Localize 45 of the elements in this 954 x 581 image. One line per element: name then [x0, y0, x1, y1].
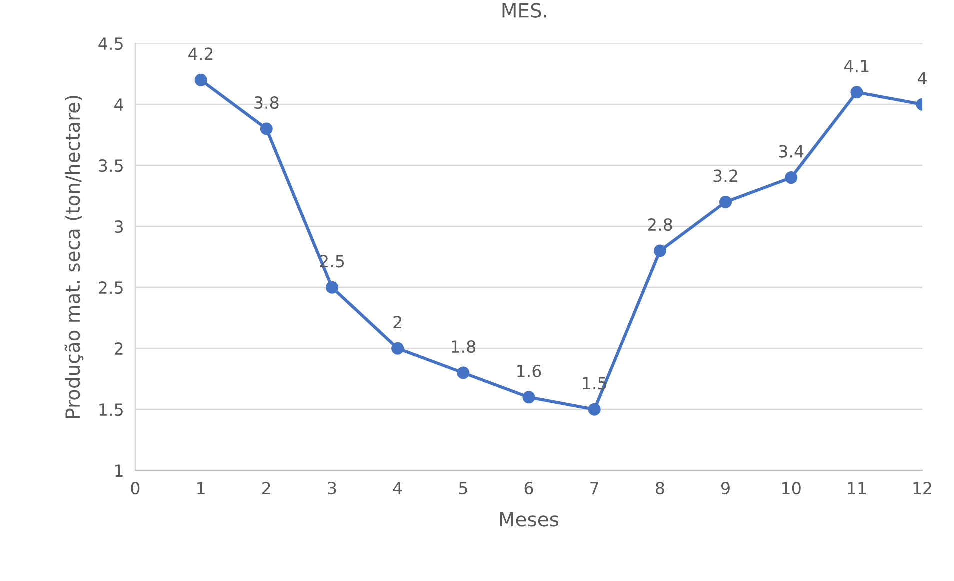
y-tick-label: 4.5 — [98, 38, 123, 50]
data-label: 2.8 — [648, 218, 672, 232]
y-tick-label: 3.5 — [99, 160, 123, 172]
data-label: 3.8 — [254, 96, 279, 110]
x-tick-label: 4 — [393, 482, 402, 494]
x-tick-label: 9 — [722, 482, 730, 495]
data-label: 4.2 — [188, 48, 213, 60]
x-tick-label: 10 — [782, 482, 801, 495]
point — [654, 244, 666, 258]
data-label: 3.2 — [714, 170, 738, 182]
x-tick-label: 8 — [656, 482, 664, 495]
chart-title: MES. — [502, 3, 546, 18]
point — [392, 342, 404, 355]
y-tick-label: 2.5 — [99, 282, 123, 294]
x-tick-label: 6 — [524, 482, 534, 495]
x-tick-label: 3 — [328, 482, 336, 495]
data-label: 4.1 — [844, 60, 869, 72]
x-tick-label: 2 — [262, 482, 270, 494]
x-axis-title: Meses — [500, 512, 559, 527]
y-tick-label: 4 — [114, 98, 124, 111]
data-label: 3.4 — [779, 145, 804, 158]
point — [522, 391, 536, 404]
data-label: 1.8 — [452, 340, 476, 354]
x-tick-label: 7 — [590, 482, 598, 494]
point — [588, 403, 601, 416]
x-tick-label: 12 — [914, 482, 932, 494]
point — [457, 366, 470, 380]
point — [326, 281, 338, 294]
y-tick-label: 3 — [115, 220, 124, 234]
point — [850, 86, 864, 99]
x-tick-label: 1 — [198, 482, 205, 494]
x-tick-label: 11 — [848, 482, 866, 494]
y-axis-title: Produção mat. seca (ton/hectare) — [64, 96, 84, 418]
x-tick-label: 0 — [131, 482, 140, 495]
data-label: 4 — [918, 72, 927, 84]
data-label: 1.6 — [518, 364, 542, 378]
x-tick-label: 5 — [459, 482, 468, 495]
point — [785, 172, 798, 184]
data-label: 2 — [394, 316, 402, 328]
point — [260, 122, 273, 136]
y-tick-label: 1 — [116, 464, 123, 477]
point — [194, 74, 208, 86]
y-tick-label: 2 — [114, 342, 123, 355]
y-tick-label: 1.5 — [100, 404, 123, 416]
point — [720, 196, 732, 208]
